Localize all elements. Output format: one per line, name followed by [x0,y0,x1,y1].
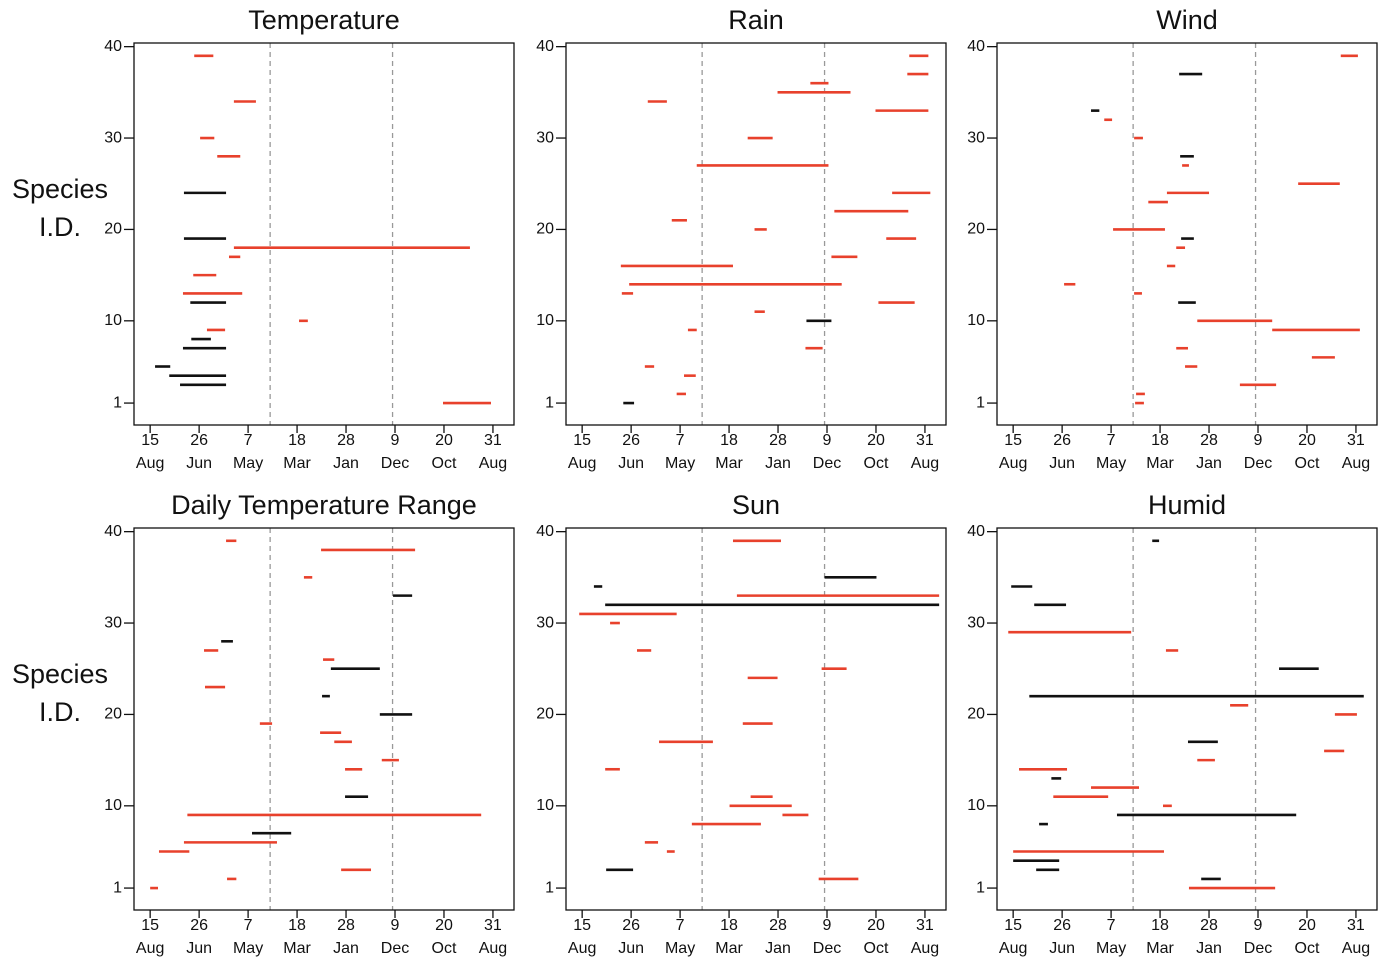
x-tick-label: 31 Aug [1342,432,1370,472]
y-tick-label: 30 [104,129,122,146]
x-tick-label: 20 Oct [432,432,457,472]
y-tick-label: 20 [967,221,985,238]
y-tick-label: 40 [104,523,122,540]
x-tick-label: 15 Aug [136,917,164,957]
x-tick-label: 7 May [1096,432,1126,472]
panel-title: Humid [1148,490,1226,520]
x-tick-label: 28 Jan [333,432,359,472]
x-tick-label: 18 Mar [1146,917,1174,957]
x-tick-label: 26 Jun [186,917,212,957]
x-tick-label: 26 Jun [1049,917,1075,957]
x-tick-label: 15 Aug [999,917,1027,957]
x-tick-label: 9 Dec [1244,917,1272,957]
y-tick-label: 30 [536,614,554,631]
x-tick-label: 28 Jan [1196,917,1222,957]
x-tick-label: 20 Oct [864,917,889,957]
y-tick-label: 30 [104,614,122,631]
x-tick-label: 9 Dec [381,432,409,472]
plot-frame [996,527,1378,911]
y-tick-label: 1 [976,879,985,896]
y-tick-label: 10 [104,797,122,814]
y-tick-label: 30 [967,614,985,631]
plot-frame [565,527,947,911]
panel-title: Temperature [248,5,400,35]
x-tick-label: 18 Mar [283,432,311,472]
x-tick-label: 15 Aug [568,917,596,957]
y-tick-label: 40 [536,38,554,55]
y-tick-label: 30 [967,129,985,146]
y-tick-label: 20 [104,706,122,723]
x-tick-label: 18 Mar [715,432,743,472]
x-tick-label: 7 May [1096,917,1126,957]
x-tick-label: 18 Mar [283,917,311,957]
plot-frame [133,527,515,911]
x-tick-label: 20 Oct [1295,432,1320,472]
x-tick-label: 26 Jun [186,432,212,472]
y-tick-label: 10 [104,312,122,329]
y-tick-label: 20 [104,221,122,238]
x-tick-label: 15 Aug [568,432,596,472]
y-tick-label: 10 [967,797,985,814]
y-tick-label: 1 [113,879,122,896]
panel-title: Wind [1156,5,1218,35]
y-axis-label: Species I.D. [12,174,108,242]
x-tick-label: 31 Aug [911,917,939,957]
y-tick-label: 20 [967,706,985,723]
x-tick-label: 15 Aug [999,432,1027,472]
x-tick-label: 18 Mar [715,917,743,957]
y-axis-label: Species I.D. [12,659,108,727]
x-tick-label: 7 May [665,432,695,472]
y-tick-label: 40 [104,38,122,55]
x-tick-label: 20 Oct [432,917,457,957]
x-tick-label: 15 Aug [136,432,164,472]
x-tick-label: 9 Dec [813,917,841,957]
plot-frame [133,42,515,426]
y-tick-label: 10 [967,312,985,329]
y-tick-label: 40 [967,38,985,55]
x-tick-label: 31 Aug [1342,917,1370,957]
y-tick-label: 10 [536,312,554,329]
y-tick-label: 1 [545,879,554,896]
y-tick-label: 40 [536,523,554,540]
x-tick-label: 26 Jun [1049,432,1075,472]
y-tick-label: 20 [536,706,554,723]
x-tick-label: 9 Dec [813,432,841,472]
x-tick-label: 26 Jun [618,432,644,472]
x-tick-label: 7 May [233,917,263,957]
plot-frame [565,42,947,426]
x-tick-label: 18 Mar [1146,432,1174,472]
y-tick-label: 30 [536,129,554,146]
x-tick-label: 31 Aug [479,917,507,957]
x-tick-label: 20 Oct [1295,917,1320,957]
x-tick-label: 31 Aug [479,432,507,472]
panel-title: Daily Temperature Range [171,490,477,520]
x-tick-label: 28 Jan [765,432,791,472]
y-tick-label: 1 [113,394,122,411]
x-tick-label: 28 Jan [333,917,359,957]
x-tick-label: 26 Jun [618,917,644,957]
x-tick-label: 9 Dec [381,917,409,957]
x-tick-label: 9 Dec [1244,432,1272,472]
y-tick-label: 20 [536,221,554,238]
y-tick-label: 1 [976,394,985,411]
y-tick-label: 1 [545,394,554,411]
y-tick-label: 40 [967,523,985,540]
panel-title: Sun [732,490,780,520]
x-tick-label: 20 Oct [864,432,889,472]
x-tick-label: 28 Jan [765,917,791,957]
x-tick-label: 7 May [233,432,263,472]
x-tick-label: 31 Aug [911,432,939,472]
plot-frame [996,42,1378,426]
panel-title: Rain [728,5,784,35]
x-tick-label: 28 Jan [1196,432,1222,472]
x-tick-label: 7 May [665,917,695,957]
y-tick-label: 10 [536,797,554,814]
